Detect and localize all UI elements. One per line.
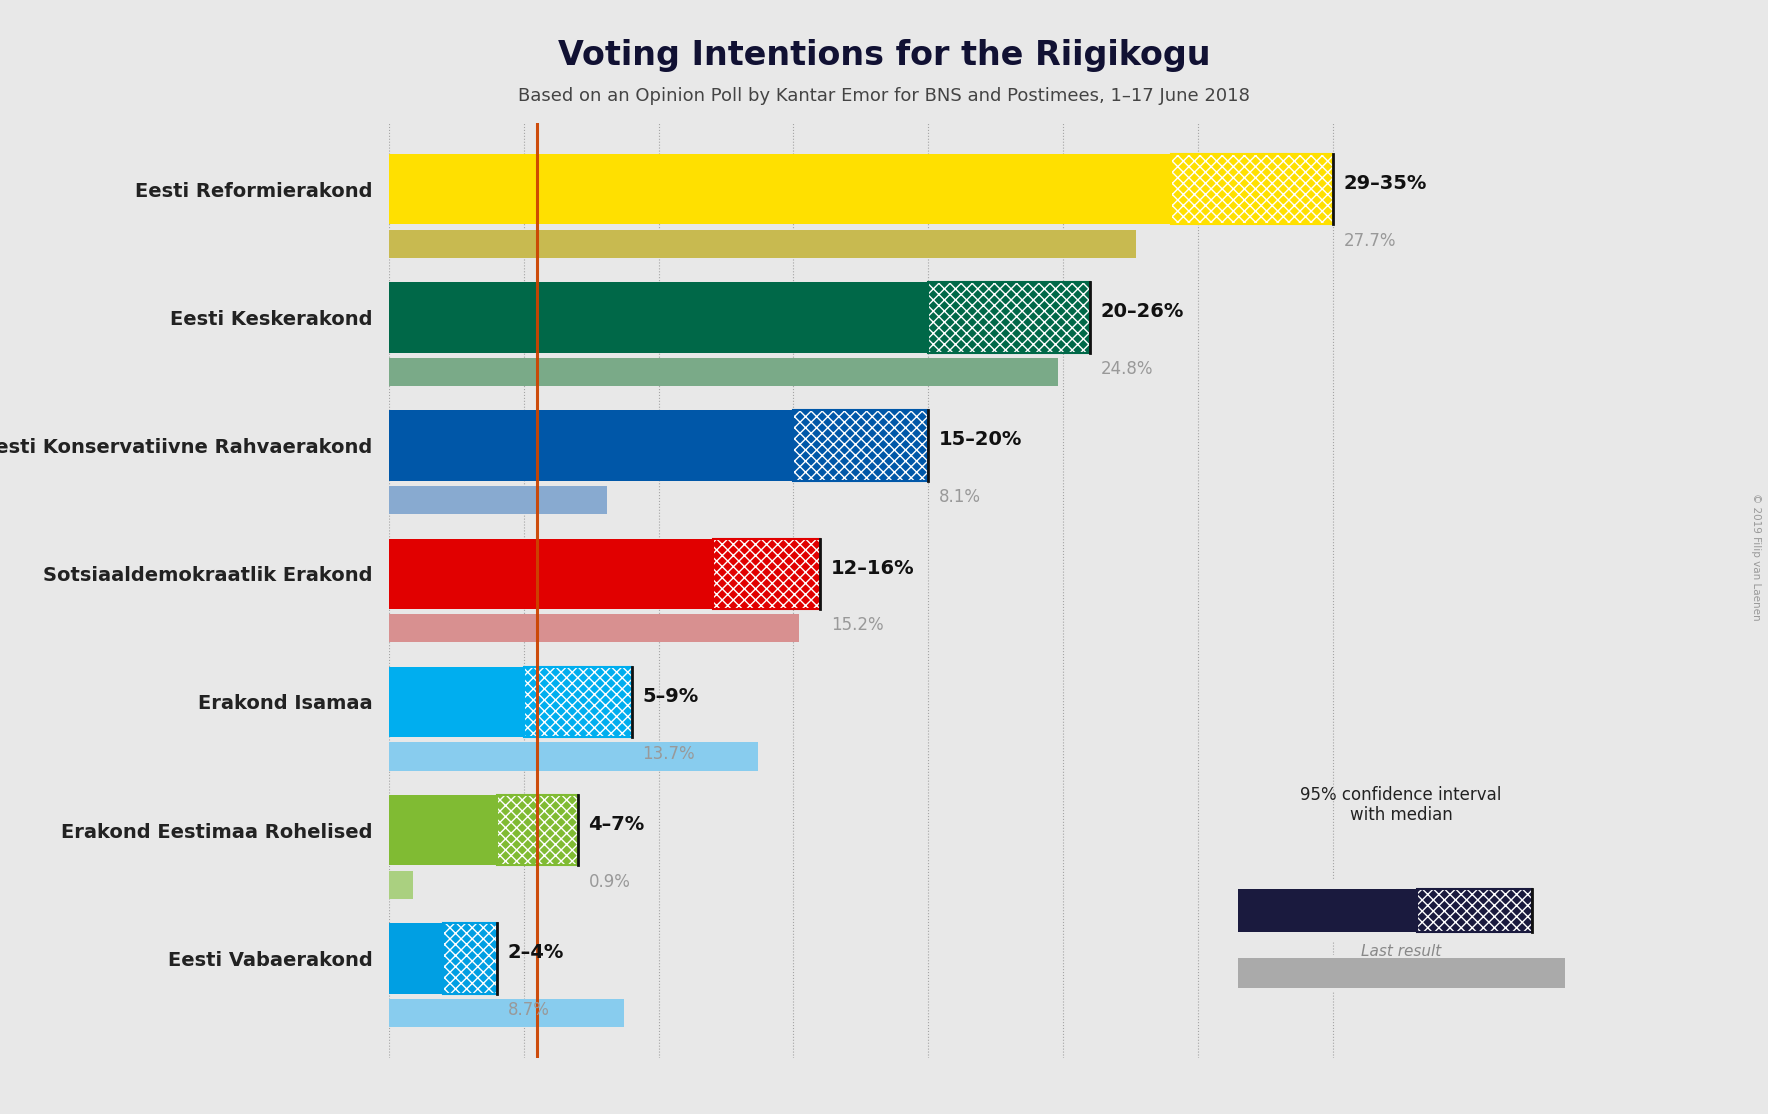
- Text: 20–26%: 20–26%: [1101, 302, 1185, 321]
- Bar: [1418, 889, 1531, 932]
- Text: 95% confidence interval
with median: 95% confidence interval with median: [1301, 785, 1501, 824]
- Bar: [389, 486, 608, 515]
- Text: 24.8%: 24.8%: [1101, 360, 1153, 378]
- Bar: [497, 795, 578, 866]
- Bar: [389, 229, 1135, 257]
- Bar: [928, 282, 1089, 353]
- Bar: [928, 282, 1089, 353]
- Bar: [794, 410, 928, 481]
- Bar: [389, 410, 794, 481]
- Bar: [442, 924, 497, 994]
- Text: 5–9%: 5–9%: [642, 687, 698, 706]
- Text: 0.9%: 0.9%: [589, 872, 631, 891]
- Bar: [523, 666, 631, 737]
- Text: 8.1%: 8.1%: [939, 488, 981, 506]
- Text: 13.7%: 13.7%: [642, 744, 695, 763]
- Text: 12–16%: 12–16%: [831, 558, 914, 578]
- Bar: [794, 410, 928, 481]
- Bar: [1418, 889, 1531, 932]
- Text: 2–4%: 2–4%: [507, 944, 564, 962]
- Bar: [389, 924, 442, 994]
- Bar: [497, 795, 578, 866]
- Bar: [713, 538, 820, 609]
- Bar: [1170, 154, 1333, 224]
- Bar: [389, 358, 1057, 385]
- Text: Last result: Last result: [1361, 944, 1441, 958]
- Text: 29–35%: 29–35%: [1344, 174, 1427, 193]
- Text: 4–7%: 4–7%: [589, 815, 645, 834]
- Bar: [389, 154, 1170, 224]
- Bar: [497, 795, 578, 866]
- Bar: [389, 282, 928, 353]
- Text: 15–20%: 15–20%: [939, 430, 1022, 449]
- Bar: [1170, 154, 1333, 224]
- Text: 27.7%: 27.7%: [1344, 232, 1397, 250]
- Bar: [389, 538, 713, 609]
- Bar: [928, 282, 1089, 353]
- Bar: [713, 538, 820, 609]
- Bar: [523, 666, 631, 737]
- Bar: [442, 924, 497, 994]
- Bar: [794, 410, 928, 481]
- Bar: [389, 998, 624, 1027]
- Bar: [442, 924, 497, 994]
- Bar: [1238, 958, 1565, 988]
- Bar: [523, 666, 631, 737]
- Bar: [389, 742, 758, 771]
- Bar: [1238, 889, 1418, 932]
- Text: Voting Intentions for the Riigikogu: Voting Intentions for the Riigikogu: [557, 39, 1211, 72]
- Text: Based on an Opinion Poll by Kantar Emor for BNS and Postimees, 1–17 June 2018: Based on an Opinion Poll by Kantar Emor …: [518, 87, 1250, 105]
- Text: © 2019 Filip van Laenen: © 2019 Filip van Laenen: [1750, 494, 1761, 620]
- Text: 15.2%: 15.2%: [831, 616, 884, 634]
- Bar: [389, 795, 497, 866]
- Bar: [389, 870, 414, 899]
- Bar: [389, 614, 799, 643]
- Bar: [1170, 154, 1333, 224]
- Bar: [389, 666, 523, 737]
- Text: 8.7%: 8.7%: [507, 1001, 550, 1019]
- Bar: [713, 538, 820, 609]
